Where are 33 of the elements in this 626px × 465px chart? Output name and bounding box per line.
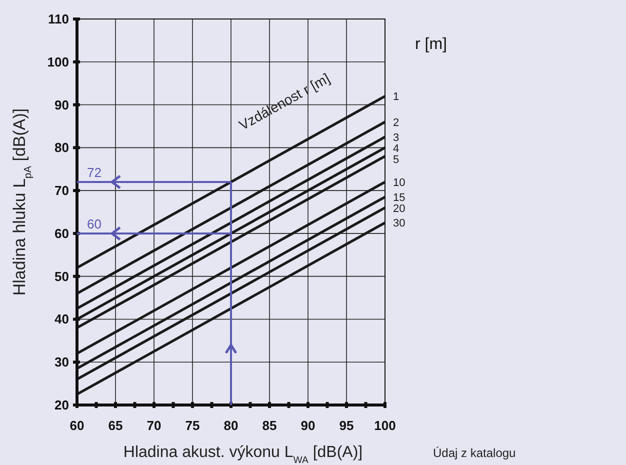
x-axis-title: Hladina akust. výkonu L$_{WA}$ [dB(A)]: [123, 444, 363, 465]
series-label: 15: [393, 192, 406, 204]
series-label: 5: [393, 154, 400, 166]
legend-title: r [m]: [415, 36, 447, 53]
x-tick-label: 70: [146, 418, 162, 433]
y-tick-label: 110: [48, 12, 69, 26]
series-label: 30: [393, 218, 406, 230]
y-tick-label: 50: [54, 268, 69, 284]
x-tick-label: 60: [70, 418, 84, 433]
annotation: 60: [87, 216, 102, 232]
text: Údaj z katalogu: [433, 446, 516, 460]
y-tick-label: 40: [54, 312, 69, 327]
series-label: 20: [393, 202, 406, 215]
y-tick-label: 80: [54, 140, 69, 156]
series-label: 10: [393, 176, 406, 189]
y-tick-label: 100: [47, 54, 69, 70]
x-tick-label: 75: [185, 418, 200, 433]
x-tick-label: 85: [262, 418, 277, 433]
x-tick-label: 80: [224, 418, 238, 433]
y-tick-label: 30: [54, 354, 69, 370]
y-tick-label: 90: [54, 97, 69, 112]
annotation: 72: [87, 164, 102, 180]
series-label: 4: [393, 142, 400, 155]
y-tick-label: 70: [54, 183, 69, 198]
x-tick-label: 100: [374, 418, 396, 433]
y-tick-label: 60: [54, 226, 69, 241]
x-tick-label: 65: [108, 418, 123, 433]
series-label: 1: [393, 91, 400, 104]
x-tick-label: 90: [300, 418, 316, 433]
series-label: 2: [393, 116, 400, 129]
series-label: 3: [393, 132, 400, 144]
x-tick-label: 95: [339, 418, 354, 433]
y-tick-label: 20: [54, 398, 69, 412]
